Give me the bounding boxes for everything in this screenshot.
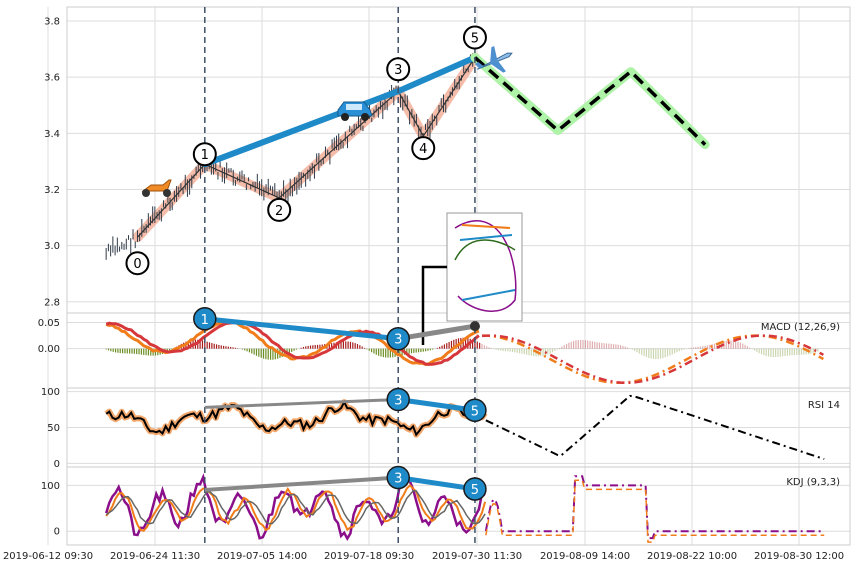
macd-histogram [105,337,819,360]
kdj-j-line [105,472,486,542]
macd-gray-point [469,321,480,332]
wave-label: 2 [275,204,283,219]
rsi-divergence-label: 5 [471,404,479,419]
wave-label: 1 [201,148,209,163]
x-tick-label: 2019-07-05 14:00 [217,551,307,562]
kdj-divergence-marker [386,465,410,490]
wave-label: 4 [419,142,427,157]
y-tick-label: 50 [47,423,60,434]
macd-projection [482,334,824,384]
wave-marker [386,57,411,82]
x-tick-label: 2019-06-12 09:30 [3,551,93,562]
wave-line [137,57,476,238]
macd-panel [105,319,824,385]
wave-label: 0 [133,257,141,272]
scooter-wheel [163,189,171,197]
y-tick-label: 0.00 [38,344,60,355]
plane-tail [474,62,484,69]
wave-marker [192,142,217,167]
y-tick-label: 3.6 [44,73,60,84]
kdj-divergence-marker [463,477,487,501]
kdj-k-line [105,483,487,532]
rsi-divergence-marker [386,387,410,412]
y-tick-label: 100 [41,387,60,398]
plane-wing [490,59,506,73]
macd-divergence-marker [193,307,217,331]
wave-marker [125,251,150,276]
rsi-projection [485,394,825,460]
car-icon [337,101,373,121]
wave-label: 3 [394,63,402,78]
plane-wing [490,45,498,64]
macd-gray-line [397,323,476,342]
scooter-wheel [142,189,150,197]
y-tick-label: 3.2 [44,185,60,196]
thumbnail-line [454,220,517,312]
x-tick-label: 2019-07-18 09:30 [324,551,414,562]
thumbnail-line [454,239,516,261]
wave-label: 5 [471,32,479,47]
thumbnail-line [461,224,511,229]
wave-marker [462,25,487,50]
y-tick-label: 3.0 [44,241,60,252]
y-tick-label: 0 [54,459,60,470]
signal-projection [481,334,824,385]
projection-glow [470,53,710,150]
macd-divergence-line [204,316,399,342]
projection-line [473,56,707,146]
y-axes: 2.8 3.0 3.2 3.4 3.6 3.8 0.05 0.00 100 50 0 100 0 [38,17,60,538]
y-tick-label: 3.4 [44,129,60,140]
kdj-divergence-line [397,475,476,492]
macd-divergence-label: 3 [394,333,402,348]
rsi-divergence-marker [463,398,487,423]
kdj-panel [105,472,825,543]
airplane-icon [474,45,513,73]
kdj-divergence-label: 3 [394,472,402,487]
y-tick-label: 100 [41,481,60,492]
car-window [346,104,362,110]
thumbnail-connector [421,265,447,345]
macd-divergence-label: 1 [201,313,209,328]
y-tick-label: 0.05 [38,318,60,329]
overlay: 0 1 2 3 4 5 1 3 3 5 3 5 [125,25,523,501]
macd-divergence-marker [386,326,410,351]
rsi-line [105,399,486,437]
macd-label: MACD (12,26,9) [761,322,840,333]
chart-thumbnail [421,212,523,345]
kdj-divergence-label: 5 [471,483,479,498]
kdj-gray-line [204,475,399,492]
x-tick-label: 2019-08-30 12:00 [754,551,844,562]
x-tick-label: 2019-07-30 11:30 [432,551,522,562]
car-wheel [361,113,369,121]
scooter-icon [141,179,172,197]
y-tick-label: 0 [54,527,60,538]
kdj-projection-k [485,479,825,543]
thumbnail-frame [446,212,523,322]
panel-frame-kdj [66,466,851,546]
kdj-label: KDJ (9,3,3) [786,477,840,488]
rsi-panel [104,394,825,460]
signal-line [105,319,480,366]
x-tick-label: 2019-06-24 11:30 [110,551,200,562]
wave-marker [267,197,292,222]
rsi-gray-line [204,397,399,409]
thumbnail-line [459,234,516,301]
x-axis: 2019-06-12 09:30 2019-06-24 11:30 2019-07-… [3,551,844,562]
vertical-markers [204,7,476,545]
x-tick-label: 2019-08-09 14:00 [540,551,630,562]
rsi-divergence-line [397,397,476,413]
kdj-d-line [105,490,486,525]
y-tick-label: 2.8 [44,297,60,308]
car-wheel [341,113,349,121]
rsi-label: RSI 14 [808,400,840,411]
x-tick-label: 2019-08-22 10:00 [647,551,737,562]
panel-labels: MACD (12,26,9) RSI 14 KDJ (9,3,3) [761,322,840,488]
y-tick-label: 3.8 [44,17,60,28]
rsi-divergence-label: 3 [394,393,402,408]
wave-marker [411,136,436,161]
